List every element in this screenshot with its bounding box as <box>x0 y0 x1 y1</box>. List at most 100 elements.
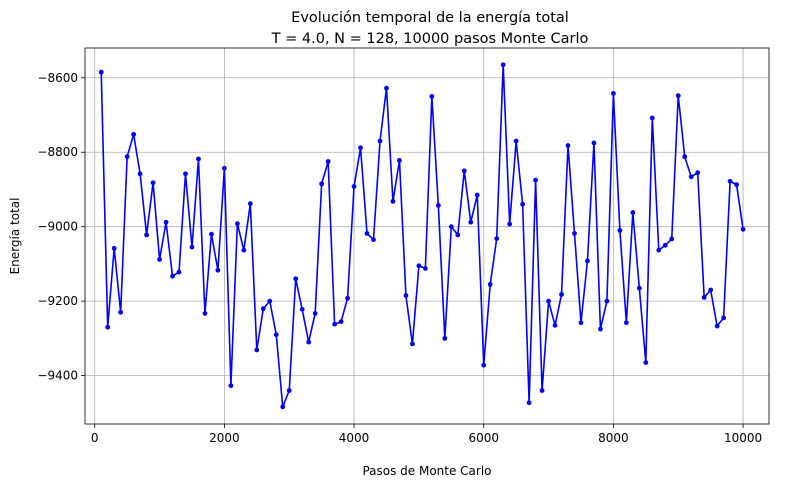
data-point <box>630 210 636 215</box>
y-tick-label: −8600 <box>37 71 78 85</box>
data-point <box>118 309 124 315</box>
data-point <box>183 171 188 177</box>
data-point <box>176 269 182 275</box>
chart-subtitle: T = 4.0, N = 128, 10000 pasos Monte Carl… <box>271 31 589 47</box>
data-point <box>611 91 616 96</box>
data-point <box>209 231 214 237</box>
data-point <box>293 276 299 282</box>
data-point <box>682 154 688 160</box>
data-point <box>623 320 629 326</box>
data-point <box>572 230 577 236</box>
data-point <box>364 230 370 236</box>
data-point <box>507 221 513 227</box>
data-point <box>273 332 279 338</box>
data-point <box>397 158 402 163</box>
x-axis-label: Pasos de Monte Carlo <box>362 464 491 478</box>
data-point <box>319 181 325 187</box>
ticks-layer: 0 2000 4000 6000 8000 10000 −9400 −9200 −9000 −88… <box>37 71 762 445</box>
data-point <box>526 400 532 406</box>
data-point <box>688 174 694 180</box>
data-point <box>196 156 201 162</box>
y-tick-label: −9000 <box>37 220 78 234</box>
data-point <box>546 298 551 304</box>
data-point <box>513 138 519 144</box>
data-point <box>565 143 571 148</box>
chart-title: Evolución temporal de la energía total <box>291 10 569 26</box>
data-point <box>487 282 493 287</box>
data-point <box>435 203 441 208</box>
data-point <box>604 298 610 304</box>
x-tick-label: 4000 <box>339 431 370 445</box>
data-point <box>598 326 603 332</box>
x-tick-label: 2000 <box>209 431 240 445</box>
data-point <box>234 221 240 227</box>
x-tick-label: 6000 <box>468 431 499 445</box>
data-point <box>422 265 428 271</box>
data-point <box>461 168 467 174</box>
data-point <box>403 293 409 298</box>
data-point <box>416 263 422 269</box>
plot-frame <box>84 47 770 425</box>
data-point <box>533 177 538 183</box>
y-axis-label: Energía total <box>8 198 22 275</box>
data-point <box>105 324 111 330</box>
data-point <box>299 306 305 312</box>
data-point <box>727 178 733 184</box>
y-tick-label: −9200 <box>37 294 78 308</box>
data-point <box>144 232 149 238</box>
data-point <box>695 170 701 176</box>
data-point <box>241 247 247 253</box>
x-tick-label: 8000 <box>598 431 629 445</box>
data-point <box>559 292 564 297</box>
data-point <box>377 138 383 144</box>
data-point <box>338 319 344 325</box>
data-point <box>617 228 623 233</box>
data-point <box>585 258 590 264</box>
data-point <box>332 321 338 327</box>
data-point <box>494 236 500 242</box>
data-point <box>468 219 474 225</box>
series-layer <box>98 62 746 410</box>
data-point <box>442 335 448 341</box>
data-point <box>474 192 480 198</box>
data-point <box>247 201 253 207</box>
data-point <box>137 171 143 177</box>
data-point <box>260 306 266 311</box>
data-point <box>669 236 675 242</box>
data-point <box>734 182 739 188</box>
data-point <box>189 244 195 250</box>
data-point <box>325 159 331 164</box>
data-point <box>98 69 104 75</box>
data-point <box>124 154 130 160</box>
data-point <box>500 62 506 68</box>
data-point <box>254 347 260 353</box>
data-point <box>410 341 415 347</box>
data-point <box>701 295 707 300</box>
data-point <box>267 298 273 304</box>
data-point <box>131 131 137 137</box>
data-point <box>520 201 526 207</box>
data-point <box>306 339 312 345</box>
y-tick-label: −8800 <box>37 145 78 159</box>
x-tick-label: 0 <box>91 431 99 445</box>
data-point <box>312 311 318 316</box>
data-point <box>552 322 558 328</box>
data-point <box>390 198 396 204</box>
data-point <box>345 295 350 301</box>
data-point <box>150 180 156 186</box>
data-point <box>170 273 175 279</box>
data-point <box>455 232 461 238</box>
data-point <box>740 226 746 232</box>
data-point <box>371 237 376 243</box>
data-point <box>708 287 714 293</box>
data-point <box>163 219 169 225</box>
data-point <box>448 224 454 230</box>
x-tick-label: 10000 <box>724 431 762 445</box>
data-point <box>643 360 649 365</box>
y-tick-label: −9400 <box>37 369 78 383</box>
data-point <box>578 320 584 326</box>
data-point <box>221 165 227 171</box>
data-point <box>675 93 681 99</box>
